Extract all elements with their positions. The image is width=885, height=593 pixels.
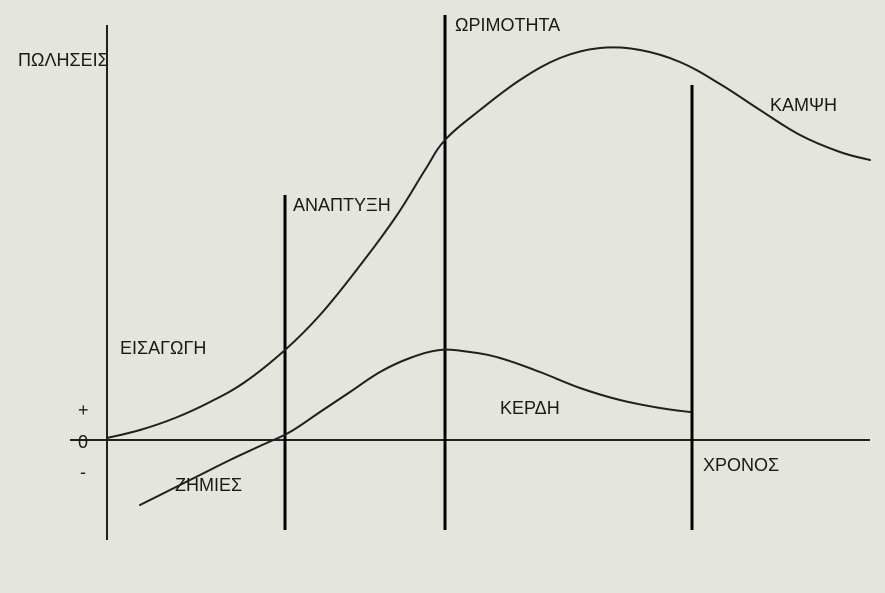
x-axis-title: ΧΡΟΝΟΣ: [703, 455, 779, 476]
axis-minus: -: [80, 462, 86, 483]
chart-svg: [0, 0, 885, 593]
y-axis-title: ΠΩΛΗΣΕΙΣ: [18, 50, 109, 71]
product-lifecycle-chart: ΠΩΛΗΣΕΙΣ ΧΡΟΝΟΣ + 0 - ΕΙΣΑΓΩΓΗ ΑΝΑΠΤΥΞΗ …: [0, 0, 885, 593]
profits-label: ΚΕΡΔΗ: [500, 398, 560, 419]
losses-label: ΖΗΜΙΕΣ: [175, 475, 242, 496]
axis-zero: 0: [78, 432, 88, 453]
stage-maturity: ΩΡΙΜΟΤΗΤΑ: [455, 15, 560, 36]
axis-plus: +: [78, 400, 89, 421]
stage-decline: ΚΑΜΨΗ: [770, 95, 837, 116]
stage-growth: ΑΝΑΠΤΥΞΗ: [293, 195, 391, 216]
stage-intro: ΕΙΣΑΓΩΓΗ: [120, 338, 206, 359]
